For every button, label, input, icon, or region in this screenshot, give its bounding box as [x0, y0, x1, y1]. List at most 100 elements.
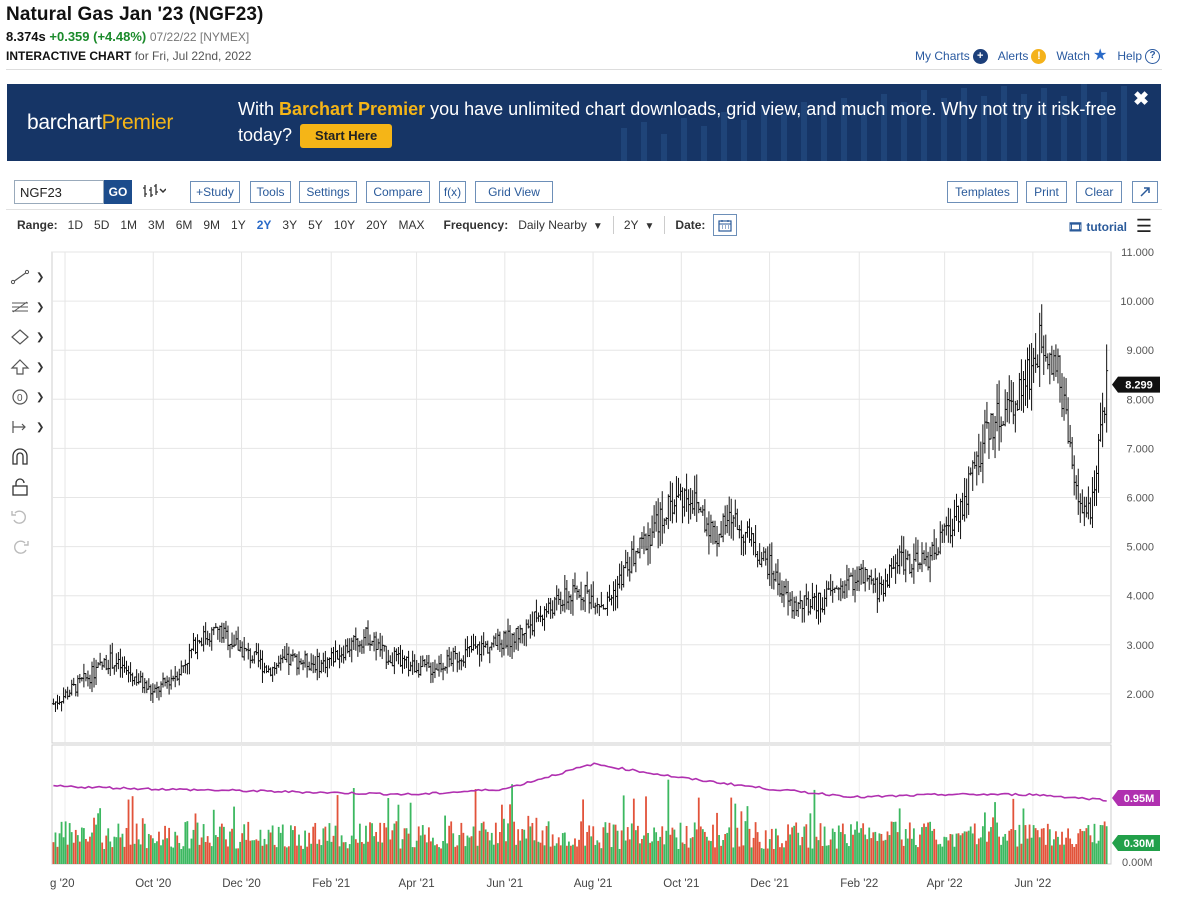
add-study-button[interactable]: +Study: [190, 181, 240, 203]
templates-button[interactable]: Templates: [947, 181, 1018, 203]
grid-view-button[interactable]: Grid View: [475, 181, 553, 203]
arrow-tool[interactable]: ❯: [10, 352, 46, 382]
volume-bar: [661, 826, 664, 864]
volume-bar: [797, 832, 800, 864]
range-2y[interactable]: 2Y: [256, 218, 272, 232]
volume-bar: [941, 846, 944, 864]
redo-tool[interactable]: [10, 532, 46, 562]
print-button[interactable]: Print: [1026, 181, 1067, 203]
volume-bar: [541, 830, 544, 864]
watch-link[interactable]: Watch ★: [1056, 48, 1107, 64]
marker-tool[interactable]: 0 ❯: [10, 382, 46, 412]
volume-bar: [612, 824, 615, 864]
volume-bar: [241, 833, 244, 864]
volume-bar: [645, 796, 647, 864]
lock-tool[interactable]: [10, 472, 46, 502]
chart-type-selector[interactable]: [142, 183, 167, 202]
undo-tool[interactable]: [10, 502, 46, 532]
volume-bar: [683, 843, 686, 864]
alerts-link[interactable]: Alerts !: [998, 48, 1047, 64]
volume-bar: [387, 798, 390, 864]
range-6m[interactable]: 6M: [175, 218, 193, 232]
range-3y[interactable]: 3Y: [282, 218, 298, 232]
tools-button[interactable]: Tools: [250, 181, 291, 203]
frequency-value: Daily Nearby: [518, 218, 587, 232]
measure-tool[interactable]: ❯: [10, 412, 46, 442]
volume-bar: [298, 834, 300, 864]
tutorial-link[interactable]: 🎞 tutorial: [1068, 220, 1127, 234]
volume-bar: [170, 846, 173, 864]
volume-bar: [921, 827, 923, 864]
magnet-tool[interactable]: [10, 442, 46, 472]
volume-bar: [411, 847, 414, 864]
volume-bar: [478, 830, 481, 864]
close-icon[interactable]: ✖: [1133, 89, 1149, 110]
banner-background-chart: [621, 84, 1127, 161]
volume-bar: [204, 841, 207, 864]
period-select[interactable]: 2Y ▼: [624, 218, 655, 232]
volume-bar: [823, 826, 826, 864]
compare-button[interactable]: Compare: [366, 181, 430, 203]
start-here-button[interactable]: Start Here: [300, 124, 393, 148]
volume-bar: [225, 839, 227, 864]
volume-bar: [488, 840, 491, 864]
volume-bar: [78, 841, 81, 864]
y-tick-label: 3.000: [1126, 640, 1154, 652]
open-interest-badge: 0.95M: [1112, 790, 1160, 806]
volume-bar: [517, 829, 520, 864]
volume-bar: [774, 828, 777, 864]
settings-button[interactable]: Settings: [299, 181, 357, 203]
volume-bar: [762, 848, 765, 864]
clear-button[interactable]: Clear: [1076, 181, 1122, 203]
volume-bar: [843, 834, 846, 864]
range-20y[interactable]: 20Y: [366, 218, 388, 232]
range-5y[interactable]: 5Y: [308, 218, 323, 232]
volume-badge: 0.30M: [1112, 835, 1160, 851]
volume-bar: [1048, 829, 1051, 864]
volume-bar: [419, 835, 422, 864]
alerts-label: Alerts: [997, 49, 1029, 63]
volume-bar: [277, 826, 280, 864]
volume-bar: [1085, 828, 1088, 864]
calendar-icon[interactable]: [713, 214, 738, 236]
range-1m[interactable]: 1M: [120, 218, 138, 232]
volume-bar: [896, 832, 899, 864]
volume-bar: [866, 839, 869, 864]
range-max[interactable]: MAX: [398, 218, 425, 232]
volume-bar: [117, 823, 120, 864]
volume-bar: [417, 826, 420, 864]
barchart-premier-logo[interactable]: barchartPremier: [27, 111, 173, 135]
volume-bar: [876, 840, 879, 864]
trendline-tool[interactable]: ❯: [10, 262, 46, 292]
symbol-input[interactable]: [14, 180, 104, 204]
range-5d[interactable]: 5D: [94, 218, 110, 232]
menu-icon[interactable]: ☰: [1135, 216, 1152, 236]
volume-bar: [162, 839, 164, 864]
my-charts-link[interactable]: My Charts +: [915, 48, 988, 64]
range-10y[interactable]: 10Y: [333, 218, 356, 232]
expand-icon[interactable]: [1132, 181, 1158, 203]
volume-bar: [312, 826, 315, 864]
volume-bar: [131, 796, 134, 864]
range-1d[interactable]: 1D: [67, 218, 84, 232]
volume-bar: [919, 834, 921, 864]
volume-bar: [553, 845, 556, 864]
shapes-tool[interactable]: ❯: [10, 322, 46, 352]
range-1y[interactable]: 1Y: [231, 218, 246, 232]
volume-bar: [87, 841, 89, 864]
volume-bar: [363, 843, 365, 864]
range-9m[interactable]: 9M: [203, 218, 221, 232]
volume-bar: [574, 838, 576, 864]
go-button[interactable]: GO: [104, 180, 132, 204]
volume-bar: [900, 839, 903, 864]
frequency-select[interactable]: Daily Nearby ▼: [518, 218, 603, 232]
range-3m[interactable]: 3M: [148, 218, 165, 232]
volume-bar: [66, 844, 69, 864]
help-link[interactable]: Help ?: [1117, 48, 1160, 64]
volume-bar: [1000, 844, 1003, 864]
fibonacci-tool[interactable]: ❯: [10, 292, 46, 322]
volume-bar: [281, 824, 284, 864]
function-button[interactable]: f(x): [439, 181, 466, 203]
volume-bar: [752, 837, 755, 864]
